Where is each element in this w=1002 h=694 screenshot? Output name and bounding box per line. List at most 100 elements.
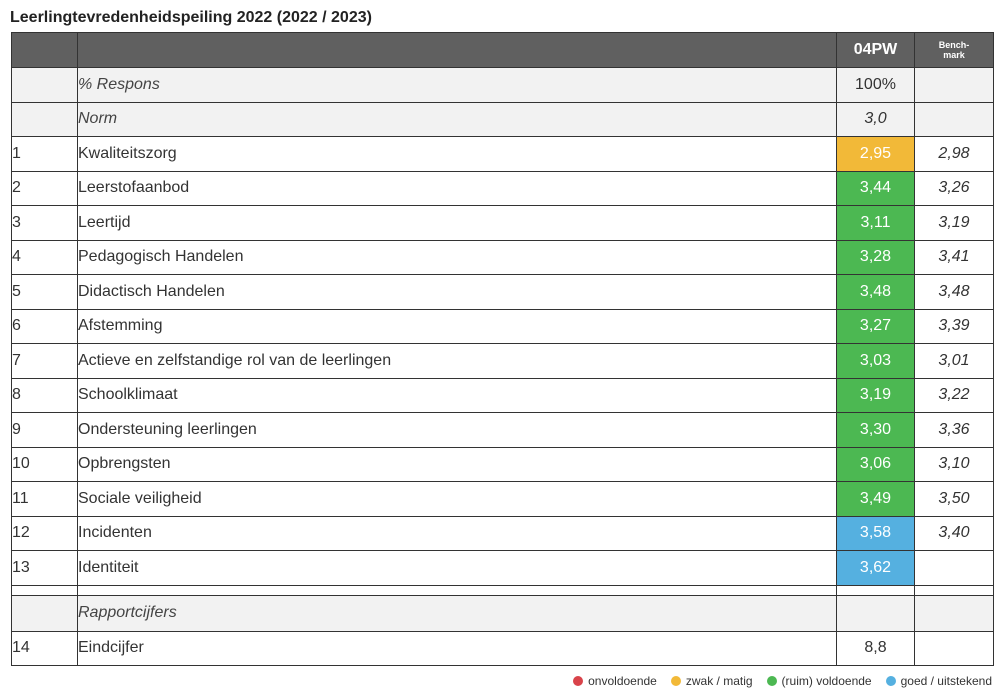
row-number: 1: [11, 136, 78, 172]
legend-item: onvoldoende: [573, 674, 657, 688]
header-label-cell: [77, 32, 837, 68]
satisfaction-table: 04PW Bench- mark % Respons 100% Norm 3,0…: [11, 32, 994, 666]
row-benchmark: 3,48: [914, 274, 994, 310]
benchmark-header-line1: Bench-: [938, 40, 970, 50]
row-score: 3,11: [836, 205, 915, 241]
response-row: % Respons 100%: [11, 67, 994, 103]
row-score: 3,30: [836, 412, 915, 448]
row-label: Afstemming: [77, 308, 837, 344]
spacer-cell: [11, 584, 78, 596]
legend-dot-icon: [885, 676, 896, 686]
report-title: Leerlingtevredenheidspeiling 2022 (2022 …: [10, 9, 372, 26]
section-bench-cell: [914, 594, 994, 632]
legend-dot-icon: [670, 676, 681, 686]
row-score: 3,27: [836, 308, 915, 344]
row-label: Identiteit: [77, 550, 837, 586]
section-score-cell: [836, 594, 915, 632]
final-score: 8,8: [836, 630, 915, 666]
table-row: 11 Sociale veiligheid 3,49 3,50: [11, 481, 994, 517]
row-number: 13: [11, 550, 78, 586]
response-label: % Respons: [77, 67, 837, 103]
row-benchmark: 3,01: [914, 343, 994, 379]
final-bench: [914, 630, 994, 666]
legend-label: zwak / matig: [685, 674, 753, 688]
table-row: 7 Actieve en zelfstandige rol van de leer…: [11, 343, 994, 379]
row-label: Ondersteuning leerlingen: [77, 412, 837, 448]
row-score: 3,49: [836, 481, 915, 517]
benchmark-header-line2: mark: [943, 50, 965, 60]
norm-row: Norm 3,0: [11, 101, 994, 137]
header-num-cell: [11, 32, 78, 68]
table-row: 9 Ondersteuning leerlingen 3,30 3,36: [11, 412, 994, 448]
color-legend: onvoldoende zwak / matig (ruim) voldoende g…: [573, 674, 992, 688]
table-header-row: 04PW Bench- mark: [11, 32, 994, 68]
row-benchmark: 3,40: [914, 515, 994, 551]
norm-num-cell: [11, 101, 78, 137]
row-benchmark: 3,50: [914, 481, 994, 517]
row-benchmark: 3,22: [914, 377, 994, 413]
table-row: 10 Opbrengsten 3,06 3,10: [11, 446, 994, 482]
spacer-cell: [914, 584, 994, 596]
table-row: 12 Incidenten 3,58 3,40: [11, 515, 994, 551]
row-score: 3,44: [836, 170, 915, 206]
row-benchmark: 3,39: [914, 308, 994, 344]
row-benchmark: 3,41: [914, 239, 994, 275]
row-number: 11: [11, 481, 78, 517]
row-benchmark: 3,26: [914, 170, 994, 206]
row-label: Actieve en zelfstandige rol van de leerl…: [77, 343, 837, 379]
row-label: Pedagogisch Handelen: [77, 239, 837, 275]
legend-dot-icon: [766, 676, 777, 686]
row-score: 3,62: [836, 550, 915, 586]
table-row: 5 Didactisch Handelen 3,48 3,48: [11, 274, 994, 310]
section-num-cell: [11, 594, 78, 632]
norm-label: Norm: [77, 101, 837, 137]
spacer-cell: [77, 584, 837, 596]
row-score: 2,95: [836, 136, 915, 172]
row-number: 4: [11, 239, 78, 275]
row-number: 6: [11, 308, 78, 344]
row-benchmark: 3,19: [914, 205, 994, 241]
table-row: 3 Leertijd 3,11 3,19: [11, 205, 994, 241]
row-number: 5: [11, 274, 78, 310]
row-score: 3,28: [836, 239, 915, 275]
norm-bench: [914, 101, 994, 137]
response-score: 100%: [836, 67, 915, 103]
spacer-cell: [836, 584, 915, 596]
row-label: Kwaliteitszorg: [77, 136, 837, 172]
row-number: 2: [11, 170, 78, 206]
row-number: 9: [11, 412, 78, 448]
legend-item: (ruim) voldoende: [766, 674, 872, 688]
legend-item: goed / uitstekend: [885, 674, 992, 688]
row-number: 12: [11, 515, 78, 551]
row-benchmark: [914, 550, 994, 586]
row-benchmark: 3,10: [914, 446, 994, 482]
row-score: 3,03: [836, 343, 915, 379]
legend-dot-icon: [573, 676, 584, 686]
header-score-column: 04PW: [836, 32, 915, 68]
legend-label: onvoldoende: [588, 674, 657, 688]
table-row: 2 Leerstofaanbod 3,44 3,26: [11, 170, 994, 206]
final-label: Eindcijfer: [77, 630, 837, 666]
row-benchmark: 2,98: [914, 136, 994, 172]
table-row: 8 Schoolklimaat 3,19 3,22: [11, 377, 994, 413]
table-row: 1 Kwaliteitszorg 2,95 2,98: [11, 136, 994, 172]
response-num-cell: [11, 67, 78, 103]
row-label: Incidenten: [77, 515, 837, 551]
row-label: Leertijd: [77, 205, 837, 241]
row-number: 8: [11, 377, 78, 413]
table-row: 6 Afstemming 3,27 3,39: [11, 308, 994, 344]
final-row: 14 Eindcijfer 8,8: [11, 630, 994, 666]
row-label: Didactisch Handelen: [77, 274, 837, 310]
spacer-row: [11, 584, 994, 596]
row-score: 3,06: [836, 446, 915, 482]
row-label: Leerstofaanbod: [77, 170, 837, 206]
legend-label: goed / uitstekend: [900, 674, 992, 688]
row-score: 3,48: [836, 274, 915, 310]
row-score: 3,58: [836, 515, 915, 551]
row-label: Schoolklimaat: [77, 377, 837, 413]
section-row-rapportcijfers: Rapportcijfers: [11, 594, 994, 632]
row-number: 7: [11, 343, 78, 379]
header-benchmark-column: Bench- mark: [914, 32, 994, 68]
final-num: 14: [11, 630, 78, 666]
table-row: 13 Identiteit 3,62: [11, 550, 994, 586]
